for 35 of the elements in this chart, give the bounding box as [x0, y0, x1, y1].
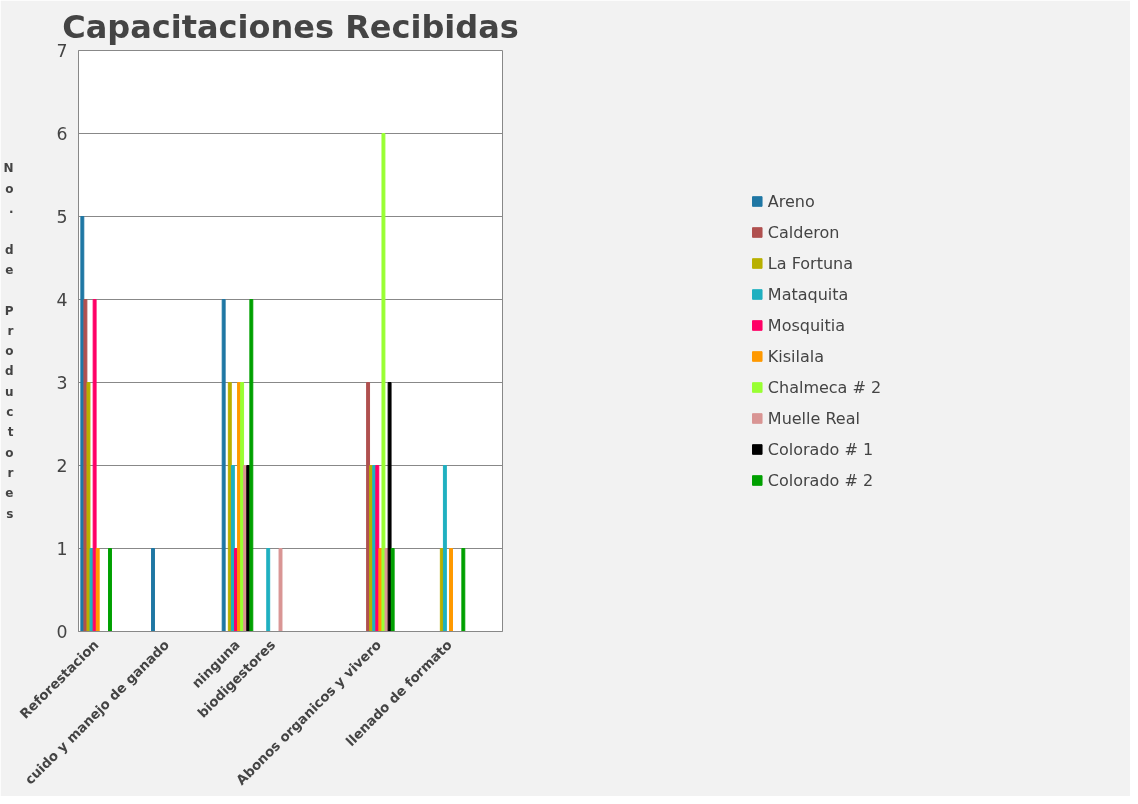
y-tick-label: 4: [56, 290, 68, 310]
y-tick-label: 7: [56, 41, 68, 61]
bar: [89, 548, 94, 632]
bar: [390, 548, 395, 632]
bar: [442, 465, 447, 632]
legend-label: Mosquitia: [767, 315, 846, 335]
bar: [387, 382, 392, 632]
legend-label: Muelle Real: [767, 408, 860, 428]
y-tick-label: 6: [56, 124, 68, 144]
y-tick-label: 5: [56, 207, 68, 227]
bar: [461, 548, 466, 632]
bar: [108, 548, 112, 632]
bar: [249, 299, 254, 632]
text: No. de Productores: [3, 161, 14, 521]
legend-label: Areno: [767, 191, 815, 211]
legend-label: La Fortuna: [767, 253, 853, 273]
legend-label: Chalmeca # 2: [767, 377, 882, 397]
y-tick-label: 1: [56, 539, 68, 559]
legend-label: Colorado # 2: [767, 470, 874, 490]
bar: [95, 548, 100, 632]
bar: [266, 548, 271, 632]
legend-label: Calderon: [767, 222, 840, 242]
legend-label: Colorado # 1: [767, 439, 874, 459]
y-tick-label: 3: [56, 373, 68, 393]
y-tick-label: 2: [56, 456, 68, 476]
bar: [221, 299, 226, 632]
bar: [151, 548, 155, 632]
bar: [381, 133, 386, 632]
bar: [92, 299, 97, 632]
bar: [449, 548, 453, 632]
legend-label: Kisilala: [767, 346, 825, 366]
legend-label: Mataquita: [767, 284, 849, 304]
bar: [278, 548, 283, 632]
y-tick-label: 0: [56, 622, 68, 642]
bar: [86, 382, 91, 632]
